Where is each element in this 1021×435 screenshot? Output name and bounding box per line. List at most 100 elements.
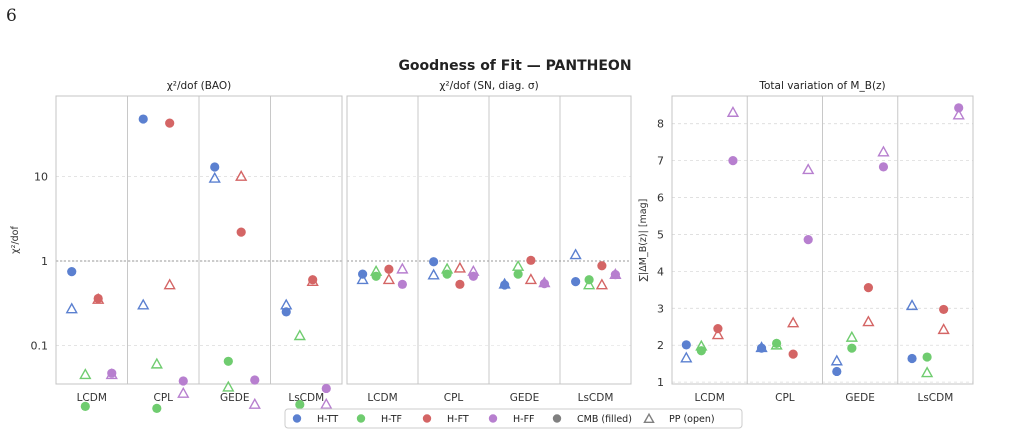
legend-label: H-FT <box>447 414 469 425</box>
marker-cmb-h-ff <box>954 103 964 113</box>
x-tick-label: CPL <box>153 392 173 404</box>
marker-pp-h-ft <box>453 261 467 273</box>
y-tick-label: 0.1 <box>31 339 49 352</box>
marker-pp-h-ft <box>382 273 396 285</box>
marker-cmb-h-ff <box>250 375 260 385</box>
legend-marker <box>356 414 366 423</box>
x-tick-label: LsCDM <box>288 392 324 404</box>
legend-marker <box>643 412 655 424</box>
marker-cmb-h-ft <box>165 118 175 128</box>
marker-cmb-h-tt <box>210 162 220 172</box>
marker-pp-h-tt <box>137 298 150 310</box>
marker-cmb-h-ff <box>610 270 620 280</box>
x-tick-label: CPL <box>775 392 795 404</box>
marker-pp-h-tf <box>845 330 858 342</box>
marker-cmb-h-tf <box>442 269 452 279</box>
marker-cmb-h-tt <box>67 266 77 277</box>
axes-frame <box>55 95 343 385</box>
y-tick-label: 2 <box>657 339 664 352</box>
marker-cmb-h-ff <box>321 383 331 394</box>
legend-marker <box>292 414 302 423</box>
marker-cmb-h-tt <box>832 366 842 377</box>
marker-cmb-h-ft <box>455 279 465 289</box>
marker-cmb-h-ft <box>308 275 318 285</box>
marker-cmb-h-tt <box>500 280 510 290</box>
marker-pp-h-tf <box>222 380 235 392</box>
marker-cmb-h-ff <box>803 235 813 245</box>
marker-cmb-h-ft <box>939 304 949 315</box>
marker-pp-h-tt <box>569 248 582 260</box>
marker-cmb-h-tt <box>681 340 691 350</box>
marker-cmb-h-ft <box>788 349 798 359</box>
marker-cmb-h-ft <box>597 261 607 271</box>
marker-pp-h-ff <box>177 386 190 398</box>
legend-label: H-FF <box>513 414 535 425</box>
panel-title: Total variation of M_B(z) <box>758 80 885 92</box>
marker-cmb-h-tf <box>584 275 594 285</box>
panel-3: Total variation of M_B(z) 1 2 3 4 5 6 7 8 LCDM CPL… <box>638 80 974 404</box>
y-tick-label: 8 <box>657 118 664 131</box>
x-tick-label: CPL <box>444 392 464 404</box>
marker-pp-h-tt <box>427 268 440 280</box>
marker-cmb-h-ft <box>863 283 874 293</box>
marker-cmb-h-ff <box>178 376 188 386</box>
y-tick-label: 1 <box>657 376 664 389</box>
marker-cmb-h-ff <box>878 162 889 172</box>
legend-label: CMB (filled) <box>577 414 632 425</box>
marker-pp-h-tf <box>293 329 306 341</box>
y-tick-label: 1 <box>41 255 48 268</box>
marker-pp-h-ff <box>248 397 261 409</box>
marker-cmb-h-ft <box>236 227 246 237</box>
x-tick-label: GEDE <box>510 392 540 404</box>
x-tick-label: LsCDM <box>578 392 614 404</box>
marker-pp-h-tt <box>830 354 843 366</box>
marker-pp-h-ff <box>726 105 740 117</box>
marker-pp-h-tt <box>208 171 221 183</box>
legend-marker <box>488 414 498 423</box>
marker-pp-h-tt <box>905 299 919 311</box>
marker-pp-h-ff <box>877 145 890 157</box>
marker-pp-h-ft <box>711 328 725 340</box>
marker-cmb-h-ft <box>526 255 536 265</box>
marker-cmb-h-ff <box>107 368 117 378</box>
marker-pp-h-ft <box>862 315 875 327</box>
marker-pp-h-tf <box>79 368 92 380</box>
marker-cmb-h-tf <box>847 343 857 353</box>
marker-cmb-h-tt <box>429 257 439 267</box>
legend-marker <box>422 414 432 423</box>
legend: H-TT H-TF H-FT H-FF CMB (filled) PP (open) <box>284 408 743 429</box>
legend-box <box>284 408 743 429</box>
marker-cmb-h-tf <box>771 338 782 348</box>
marker-cmb-h-tt <box>138 114 148 124</box>
panel-title: χ²/dof (BAO) <box>167 80 232 92</box>
panel-2: χ²/dof (SN, diag. σ) LCDM CPL GEDE LsCDM <box>346 80 632 404</box>
marker-pp-h-tf <box>920 366 934 378</box>
y-axis-label: χ²/dof <box>10 226 21 254</box>
marker-cmb-h-tt <box>358 269 368 279</box>
panel-title: χ²/dof (SN, diag. σ) <box>439 80 538 92</box>
marker-pp-h-tf <box>582 278 596 290</box>
marker-cmb-h-ft <box>384 264 394 274</box>
marker-pp-h-tf <box>511 259 525 271</box>
y-tick-label: 10 <box>34 171 48 184</box>
marker-pp-h-ft <box>595 278 609 290</box>
marker-pp-h-ft <box>524 273 538 285</box>
axes-frame <box>671 95 974 385</box>
y-tick-label: 6 <box>657 192 664 205</box>
marker-cmb-h-tt <box>756 343 767 353</box>
marker-pp-h-ft <box>235 169 248 181</box>
marker-pp-h-ft <box>787 316 800 328</box>
marker-cmb-h-tf <box>152 403 162 413</box>
marker-pp-h-ff <box>320 397 333 409</box>
y-tick-label: 3 <box>657 302 664 315</box>
marker-pp-h-tt <box>65 302 78 314</box>
marker-cmb-h-ft <box>713 324 723 334</box>
legend-label: PP (open) <box>669 414 715 425</box>
x-tick-label: LCDM <box>694 392 724 404</box>
x-tick-label: GEDE <box>220 392 250 404</box>
marker-pp-h-ft <box>163 278 176 290</box>
marker-cmb-h-tf <box>513 269 523 279</box>
marker-cmb-h-tf <box>922 352 932 362</box>
marker-pp-h-ff <box>802 163 815 175</box>
